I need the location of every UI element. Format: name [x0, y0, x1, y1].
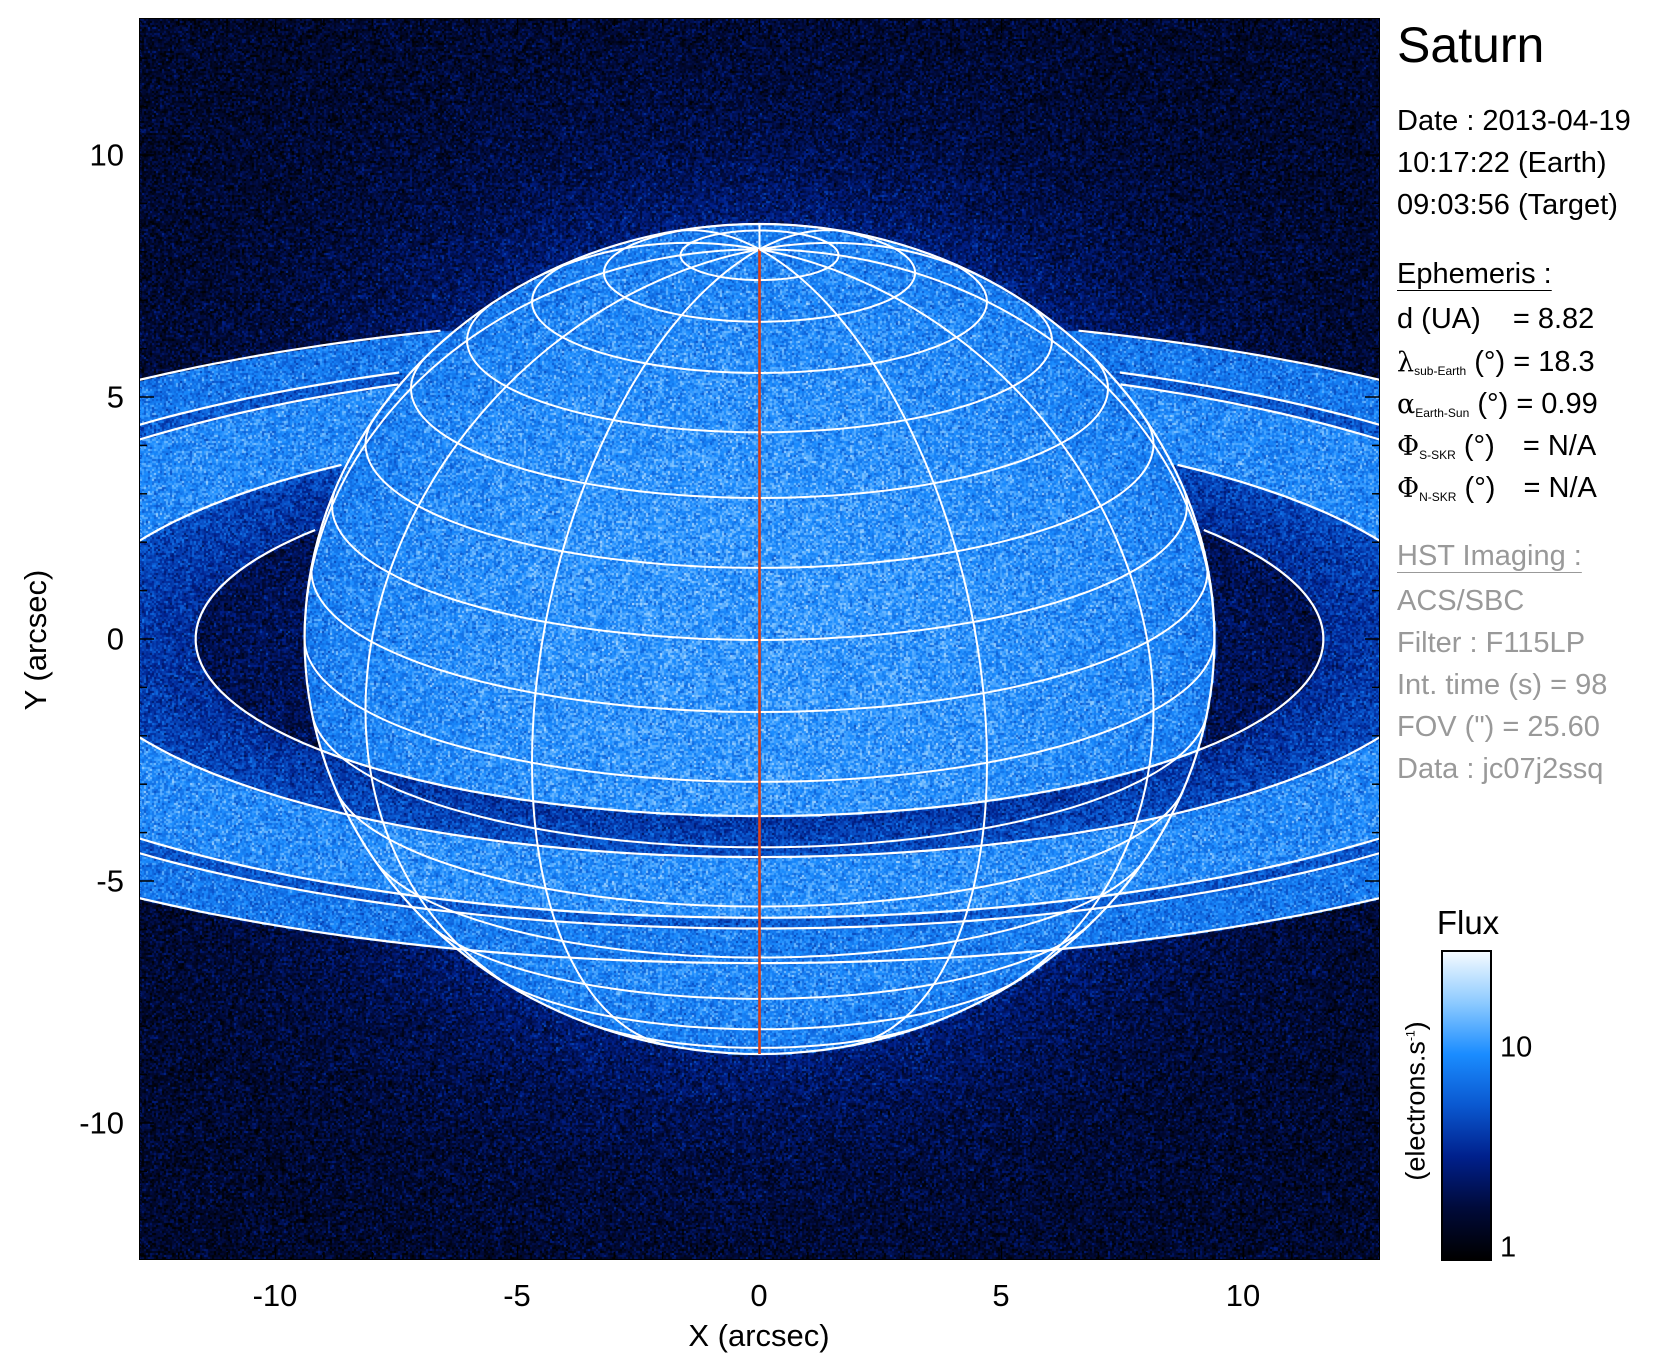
colorbar-label-text: (electrons.s: [1401, 1041, 1431, 1181]
imaging-filter: Filter : F115LP: [1397, 629, 1585, 658]
target-time: 09:03:56 (Target): [1397, 191, 1618, 220]
ephemeris-unit: (°): [1474, 346, 1505, 378]
saturn-image-plot: [140, 19, 1379, 1259]
ephemeris-s-skr: ΦS-SKR (°) = N/A: [1397, 432, 1596, 461]
x-axis-label: X (arcsec): [688, 1318, 829, 1354]
imaging-fov: FOV (") = 25.60: [1397, 713, 1600, 742]
y-axis-label: Y (arcsec): [18, 570, 54, 711]
ephemeris-subscript: sub-Earth: [1414, 364, 1466, 378]
ephemeris-value: = 18.3: [1513, 346, 1594, 378]
ephemeris-symbol: d (UA): [1397, 303, 1481, 335]
y-tick-label: 10: [90, 140, 124, 171]
colorbar: [1441, 950, 1492, 1261]
colorbar-tick-label: 10: [1500, 1032, 1532, 1065]
y-tick-label: 5: [107, 382, 124, 413]
ephemeris-symbol: λ: [1397, 347, 1414, 378]
ephemeris-value: = 0.99: [1516, 388, 1597, 420]
ring-edge-line: [1178, 465, 1380, 639]
date-line: Date : 2013-04-19: [1397, 107, 1631, 136]
ring-edge-line: [1079, 331, 1380, 639]
x-tick-label: -5: [503, 1280, 531, 1311]
imaging-heading: HST Imaging :: [1397, 542, 1582, 571]
ephemeris-unit: (°): [1465, 472, 1496, 504]
ring-edge-line: [1120, 373, 1379, 640]
x-tick-label: 10: [1226, 1280, 1260, 1311]
earth-time: 10:17:22 (Earth): [1397, 149, 1607, 178]
ephemeris-sub-earth-lat: λsub-Earth (°) = 18.3: [1397, 348, 1595, 377]
ephemeris-phase-angle: αEarth-Sun (°) = 0.99: [1397, 390, 1598, 419]
ephemeris-symbol: Φ: [1397, 431, 1419, 462]
ephemeris-symbol: α: [1397, 389, 1415, 420]
ephemeris-unit: (°): [1477, 388, 1508, 420]
colorbar-tick-label: 1: [1500, 1232, 1516, 1265]
imaging-data-id: Data : jc07j2ssq: [1397, 755, 1603, 784]
y-tick-label: -10: [79, 1108, 124, 1139]
target-title: Saturn: [1397, 20, 1544, 70]
imaging-int-time: Int. time (s) = 98: [1397, 671, 1607, 700]
ring-edge-line: [1121, 384, 1380, 639]
y-tick-label: 0: [107, 624, 124, 655]
ring-edge-line: [1204, 530, 1324, 639]
ephemeris-distance: d (UA) = 8.82: [1397, 305, 1594, 334]
x-tick-label: 0: [750, 1280, 767, 1311]
ephemeris-value: = N/A: [1523, 430, 1596, 462]
colorbar-label: (electrons.s-1): [1401, 1021, 1432, 1180]
ephemeris-heading: Ephemeris :: [1397, 260, 1552, 289]
longitude-line: [366, 249, 760, 993]
longitude-line: [760, 249, 1154, 993]
x-tick-label: 5: [992, 1280, 1009, 1311]
ephemeris-subscript: Earth-Sun: [1415, 406, 1469, 420]
x-tick-label: -10: [253, 1280, 298, 1311]
ephemeris-unit: (°): [1464, 430, 1495, 462]
ephemeris-n-skr: ΦN-SKR (°) = N/A: [1397, 474, 1597, 503]
colorbar-label-close: ): [1401, 1021, 1431, 1030]
colorbar-label-exponent: -1: [1404, 1030, 1418, 1041]
ephemeris-subscript: N-SKR: [1419, 490, 1456, 504]
ephemeris-value: = 8.82: [1513, 303, 1594, 335]
imaging-instrument: ACS/SBC: [1397, 587, 1524, 616]
colorbar-title: Flux: [1437, 904, 1499, 942]
grid-overlay: [140, 19, 1379, 1259]
ephemeris-symbol: Φ: [1397, 473, 1419, 504]
y-tick-label: -5: [96, 866, 124, 897]
ephemeris-value: = N/A: [1524, 472, 1597, 504]
ephemeris-subscript: S-SKR: [1419, 448, 1456, 462]
